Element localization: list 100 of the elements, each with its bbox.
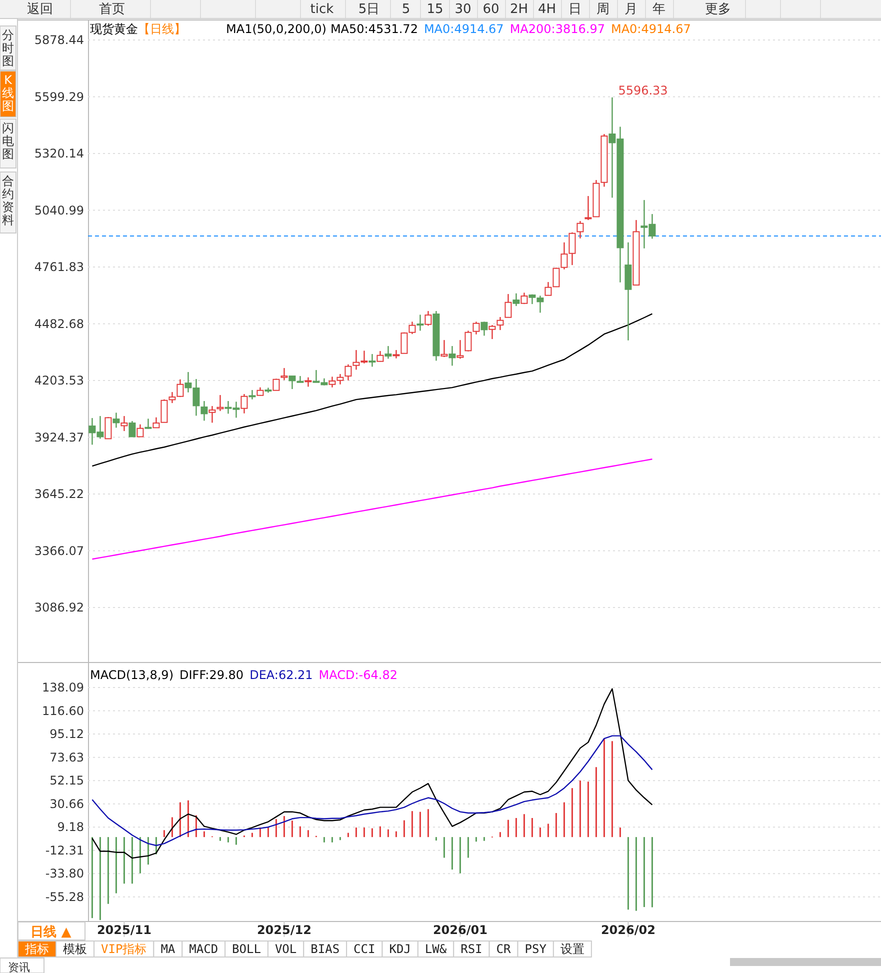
candlestick [448,345,456,366]
y-tick-label: 3924.37 [34,430,84,444]
candlestick [368,353,376,368]
text: 合约资料 [2,174,14,227]
y-tick-label: -12.31 [45,843,84,858]
candlestick [584,195,592,221]
candlestick [480,321,488,336]
line-series [92,458,653,560]
text: MA50:4531.72 [330,22,418,36]
text: 指标 [24,942,49,956]
text: 闪电图 [2,121,14,161]
candlestick [128,420,136,438]
annotation: 5596.33 [618,83,668,98]
text: MACD(13,8,9) [90,668,174,682]
candlestick [304,376,312,388]
candlestick [240,393,248,414]
x-tick-label: 2025/11 [96,923,152,937]
candlestick [136,424,144,438]
candlestick [544,281,552,296]
y-tick-label: 4761.83 [34,260,84,274]
text: tick [310,2,334,17]
candlestick [248,389,256,400]
text: PSY [524,942,548,956]
candlestick [392,349,400,359]
text: 周 [596,2,610,17]
text: VOL [274,942,297,956]
text: 15 [426,2,444,17]
candlestick [472,321,480,335]
chart-title: 现货黄金 [90,22,138,36]
ref-line-label: MA0:4914.67 [424,22,504,36]
y-tick-label: 4203.53 [34,374,84,388]
text: 更多 [705,2,731,17]
candlestick [104,416,112,440]
y-tick-label: 73.63 [50,750,84,764]
y-tick-label: 4482.68 [34,316,84,331]
y-tick-label: 5599.29 [34,90,84,104]
text: 2H [510,2,528,17]
y-tick-label: 95.12 [50,727,84,742]
text: 5日 [358,2,380,17]
y-tick-label: 138.09 [42,680,84,695]
text: CR [496,942,512,956]
candlestick [272,378,280,391]
candlestick [496,316,504,331]
candlestick [144,418,152,430]
candlestick [464,330,472,352]
y-tick-label: 5878.44 [34,33,84,48]
annotation: MA1(50,0,200,0) [226,22,326,36]
text: 60 [482,2,500,17]
text: 设置 [560,942,584,956]
candlestick [112,412,120,428]
text: KDJ [389,942,411,956]
text: VIP指标 [101,942,147,956]
text: 月 [624,2,638,17]
candlestick [424,310,432,326]
text: 模板 [63,942,87,956]
text: BIAS [310,942,340,956]
text: DEA:62.21 [250,668,313,682]
text: LW& [424,942,448,956]
candlestick [296,375,304,383]
candlestick [440,339,448,358]
y-tick-label: 116.60 [42,704,84,718]
text: 4H [538,2,556,17]
candlestick [200,400,208,422]
candlestick [488,324,496,340]
text: DIFF:29.80 [180,668,244,682]
candlestick [456,339,464,360]
candlestick [208,405,216,424]
text: MA [160,942,176,956]
candlestick [504,293,512,318]
y-tick-label: 5320.14 [34,146,84,161]
candlestick [288,375,296,390]
candlestick [384,345,392,360]
y-tick-label: -33.80 [45,866,84,881]
text: CCI [354,942,376,956]
line-series [92,688,653,859]
candlestick [376,350,384,362]
y-tick-label: 5040.99 [34,203,84,218]
annotation: MACD:-64.82 [318,668,398,682]
y-tick-label: 9.18 [57,820,84,834]
text: 返回 [27,2,53,17]
text: 资讯 [8,961,30,973]
text: 30 [454,2,472,17]
text: 日 [568,2,582,17]
text: 日线 ▲ [30,925,72,940]
text: 年 [652,2,666,17]
line-series [92,735,653,846]
text: 分时图 [2,28,14,68]
candlestick [416,314,424,332]
x-tick-label: 2026/01 [432,923,488,937]
annotation: MA0:4914.67 [610,22,691,36]
candlestick [280,367,288,381]
candlestick [512,292,520,307]
candlestick [552,267,560,288]
y-tick-label: 30.66 [50,796,84,811]
y-tick-label: 52.15 [50,774,84,788]
line-series [92,313,653,467]
candlestick [576,220,584,239]
x-tick-label: 2026/02 [600,923,656,937]
candlestick [344,364,352,381]
y-tick-label: 3086.92 [34,600,84,615]
